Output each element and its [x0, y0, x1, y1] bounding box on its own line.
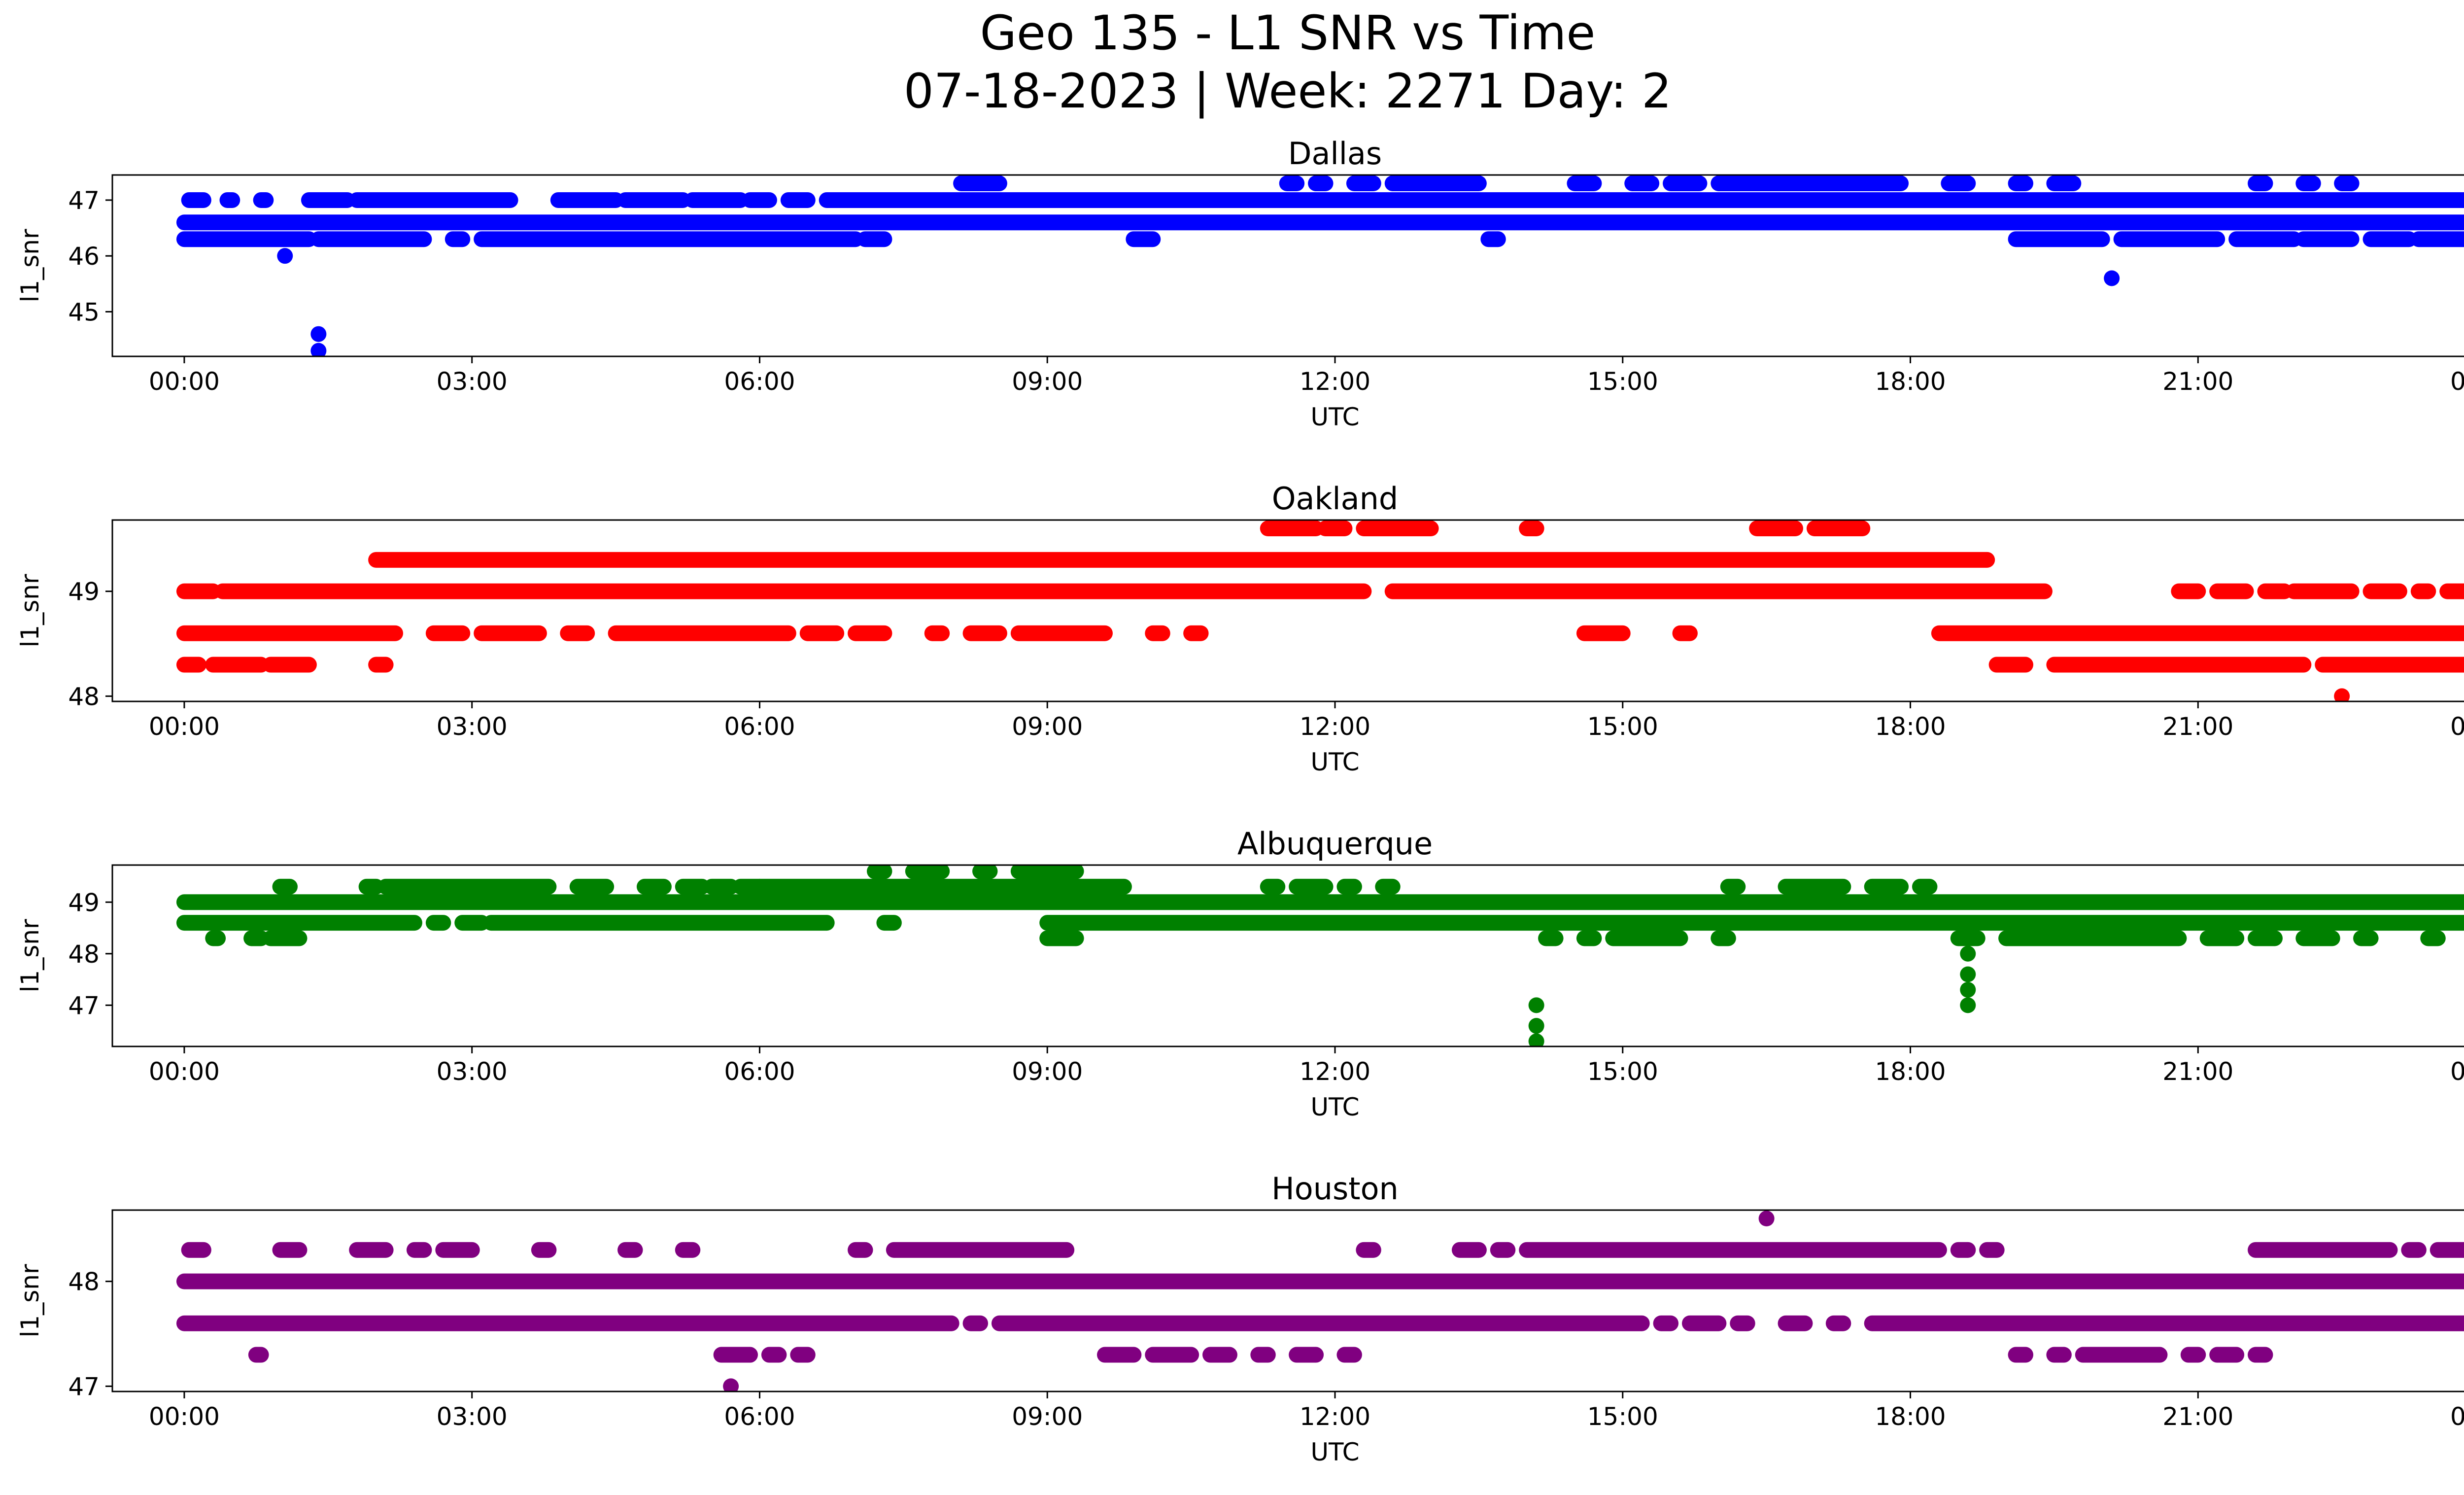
y-tick-label: 48 — [68, 940, 100, 969]
x-tick-label: 12:00 — [1300, 1057, 1370, 1086]
y-axis-label: l1_snr — [16, 229, 44, 302]
x-tick-label: 12:00 — [1300, 367, 1370, 396]
x-tick-label: 00:00 — [149, 1057, 220, 1086]
subplot-title: Dallas — [1288, 136, 1382, 172]
x-axis-label: UTC — [1310, 1438, 1359, 1466]
x-tick-label: 21:00 — [2162, 712, 2233, 741]
x-tick-label: 06:00 — [724, 712, 795, 741]
x-tick-label: 09:00 — [1012, 712, 1083, 741]
x-tick-label: 18:00 — [1875, 1402, 1946, 1431]
figure-title: Geo 135 - L1 SNR vs Time — [980, 5, 1596, 61]
x-tick-label: 18:00 — [1875, 712, 1946, 741]
x-tick-label: 15:00 — [1587, 367, 1658, 396]
data-point — [1758, 1211, 1775, 1227]
y-tick-label: 47 — [68, 991, 100, 1020]
x-tick-label: 12:00 — [1300, 1402, 1370, 1431]
data-marks — [176, 865, 2464, 1046]
x-tick-label: 09:00 — [1012, 367, 1083, 396]
x-tick-label: 03:00 — [437, 712, 508, 741]
x-tick-label: 03:00 — [437, 1402, 508, 1431]
x-tick-label: 06:00 — [724, 1402, 795, 1431]
data-point — [310, 326, 327, 342]
x-tick-label: 00:00 — [149, 1402, 220, 1431]
x-tick-label: 00:00 — [149, 367, 220, 396]
x-tick-label: 21:00 — [2162, 1402, 2233, 1431]
subplot-dallas: Dallas 00:00 03:00 06:00 09:00 12:00 15:00 18:0… — [16, 136, 2464, 431]
x-tick-label: 00:00 — [2450, 712, 2464, 741]
subplot-albuquerque: Albuquerque 00:00 03:00 06:00 09:00 12:00 15:0… — [16, 826, 2464, 1121]
y-axis-label: l1_snr — [16, 1264, 44, 1337]
y-tick-label: 49 — [68, 888, 100, 917]
x-tick-label: 12:00 — [1300, 712, 1370, 741]
data-point — [1528, 1033, 1544, 1046]
x-tick-label: 15:00 — [1587, 712, 1658, 741]
data-point — [1528, 997, 1544, 1013]
data-point — [1528, 1018, 1544, 1034]
y-axis-label: l1_snr — [16, 574, 44, 647]
x-tick-label: 21:00 — [2162, 1057, 2233, 1086]
subplot-title: Albuquerque — [1237, 826, 1433, 862]
y-axis-label: l1_snr — [16, 919, 44, 992]
x-tick-label: 21:00 — [2162, 367, 2233, 396]
data-point — [1960, 982, 1976, 998]
subplot-oakland: Oakland 00:00 03:00 06:00 09:00 12:00 15:00 18:… — [16, 481, 2464, 776]
x-axis-label: UTC — [1310, 748, 1359, 776]
y-tick-label: 49 — [68, 578, 100, 606]
x-tick-label: 09:00 — [1012, 1057, 1083, 1086]
figure-subtitle: 07-18-2023 | Week: 2271 Day: 2 — [904, 64, 1672, 119]
y-tick-label: 47 — [68, 1372, 100, 1401]
subplot-houston: Houston 00:00 03:00 06:00 09:00 12:00 15:00 18:… — [16, 1171, 2464, 1466]
data-marks — [176, 175, 2464, 356]
data-point — [2104, 270, 2120, 286]
y-tick-label: 46 — [68, 242, 100, 271]
data-point — [2334, 688, 2350, 701]
y-tick-label: 45 — [68, 298, 100, 326]
x-tick-label: 03:00 — [437, 1057, 508, 1086]
x-tick-label: 15:00 — [1587, 1402, 1658, 1431]
subplot-title: Oakland — [1272, 481, 1399, 517]
x-tick-label: 00:00 — [149, 712, 220, 741]
data-marks — [176, 521, 2464, 701]
x-tick-label: 18:00 — [1875, 1057, 1946, 1086]
x-tick-label: 03:00 — [437, 367, 508, 396]
x-tick-label: 18:00 — [1875, 367, 1946, 396]
x-tick-label: 00:00 — [2450, 367, 2464, 396]
y-tick-label: 48 — [68, 1268, 100, 1296]
x-tick-label: 15:00 — [1587, 1057, 1658, 1086]
data-point — [1960, 966, 1976, 982]
data-marks — [176, 1211, 2464, 1391]
x-tick-label: 00:00 — [2450, 1402, 2464, 1431]
y-tick-label: 47 — [68, 186, 100, 215]
x-axis-label: UTC — [1310, 403, 1359, 431]
data-point — [723, 1378, 739, 1391]
x-tick-label: 06:00 — [724, 1057, 795, 1086]
x-axis-label: UTC — [1310, 1093, 1359, 1121]
x-tick-label: 09:00 — [1012, 1402, 1083, 1431]
data-point — [277, 248, 293, 264]
subplots: Dallas 00:00 03:00 06:00 09:00 12:00 15:00 18:0… — [16, 136, 2464, 1466]
data-point — [1960, 945, 1976, 962]
x-tick-label: 06:00 — [724, 367, 795, 396]
data-point — [1960, 997, 1976, 1013]
data-point — [310, 343, 327, 356]
subplot-title: Houston — [1271, 1171, 1399, 1207]
x-tick-label: 00:00 — [2450, 1057, 2464, 1086]
y-tick-label: 48 — [68, 682, 100, 711]
